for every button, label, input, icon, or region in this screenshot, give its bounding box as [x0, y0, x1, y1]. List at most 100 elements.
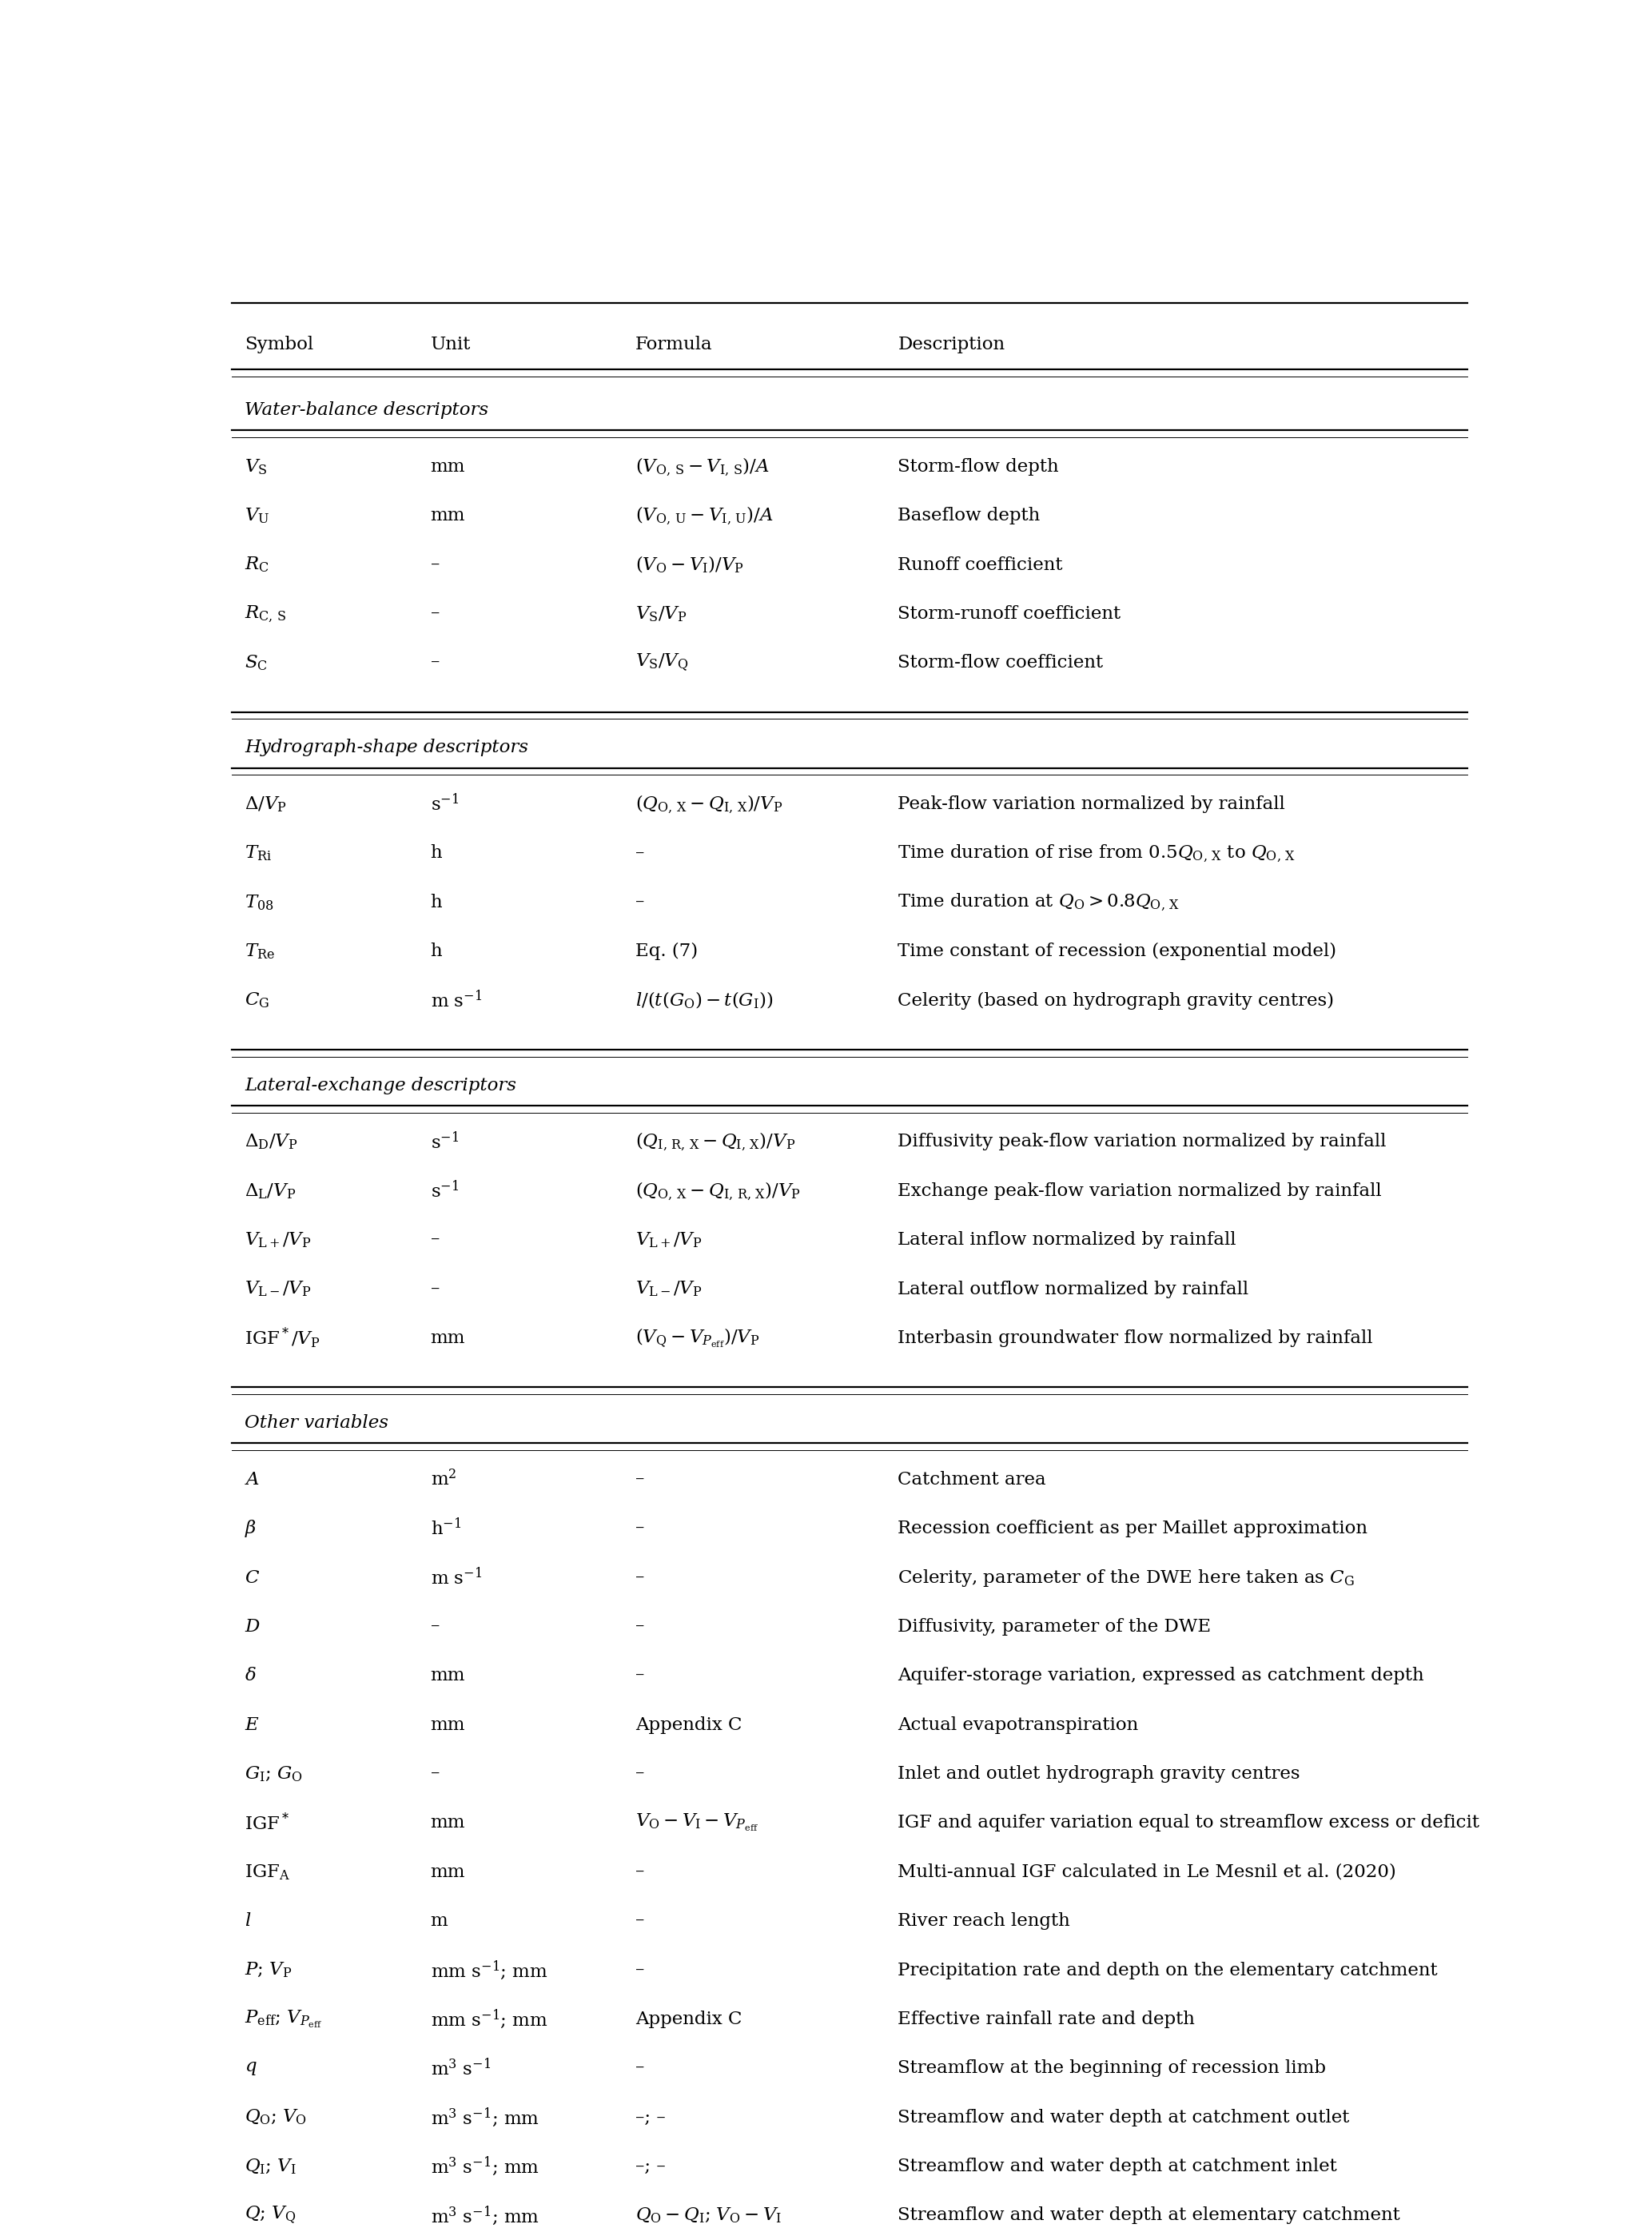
Text: mm: mm	[431, 1330, 466, 1346]
Text: –: –	[636, 1961, 644, 1979]
Text: –; –: –; –	[636, 2109, 666, 2126]
Text: m: m	[431, 1912, 448, 1930]
Text: $\Delta_\mathrm{L}/V_\mathrm{P}$: $\Delta_\mathrm{L}/V_\mathrm{P}$	[244, 1181, 296, 1201]
Text: Hydrograph-shape descriptors: Hydrograph-shape descriptors	[244, 740, 529, 756]
Text: $(V_{\mathrm{O,\,U}} - V_{\mathrm{I,\,U}})/A$: $(V_{\mathrm{O,\,U}} - V_{\mathrm{I,\,U}…	[636, 505, 773, 528]
Text: $E$: $E$	[244, 1715, 259, 1733]
Text: Celerity, parameter of the DWE here taken as $C_\mathrm{G}$: Celerity, parameter of the DWE here take…	[899, 1567, 1355, 1588]
Text: $V_\mathrm{O} - V_\mathrm{I} - V_{P_\mathrm{eff}}$: $V_\mathrm{O} - V_\mathrm{I} - V_{P_\mat…	[636, 1813, 758, 1834]
Text: Storm-flow depth: Storm-flow depth	[899, 458, 1059, 476]
Text: Storm-runoff coefficient: Storm-runoff coefficient	[899, 606, 1122, 622]
Text: s$^{-1}$: s$^{-1}$	[431, 1131, 459, 1152]
Text: –: –	[636, 894, 644, 912]
Text: Eq. (7): Eq. (7)	[636, 944, 697, 959]
Text: –: –	[636, 1619, 644, 1635]
Text: –: –	[636, 2059, 644, 2077]
Text: –: –	[431, 1281, 439, 1297]
Text: $l/(t(G_\mathrm{O}) - t(G_\mathrm{I}))$: $l/(t(G_\mathrm{O}) - t(G_\mathrm{I}))$	[636, 991, 773, 1011]
Text: $D$: $D$	[244, 1619, 261, 1635]
Text: $Q_\mathrm{I}$; $V_\mathrm{I}$: $Q_\mathrm{I}$; $V_\mathrm{I}$	[244, 2158, 297, 2176]
Text: $(V_\mathrm{Q} - V_{P_\mathrm{eff}})/V_\mathrm{P}$: $(V_\mathrm{Q} - V_{P_\mathrm{eff}})/V_\…	[636, 1326, 760, 1351]
Text: River reach length: River reach length	[899, 1912, 1070, 1930]
Text: m s$^{-1}$: m s$^{-1}$	[431, 1567, 482, 1588]
Text: $q$: $q$	[244, 2059, 258, 2077]
Text: $P_\mathrm{eff}$; $V_{P_\mathrm{eff}}$: $P_\mathrm{eff}$; $V_{P_\mathrm{eff}}$	[244, 2008, 322, 2030]
Text: $A$: $A$	[244, 1471, 259, 1489]
Text: –: –	[431, 1764, 439, 1782]
Text: Formula: Formula	[636, 335, 712, 353]
Text: m$^2$: m$^2$	[431, 1469, 456, 1489]
Text: $V_{\mathrm{L}+}/V_\mathrm{P}$: $V_{\mathrm{L}+}/V_\mathrm{P}$	[244, 1230, 312, 1250]
Text: m$^3$ s$^{-1}$; mm: m$^3$ s$^{-1}$; mm	[431, 2205, 539, 2227]
Text: $\mathrm{IGF}_\mathrm{A}$: $\mathrm{IGF}_\mathrm{A}$	[244, 1863, 291, 1880]
Text: Runoff coefficient: Runoff coefficient	[899, 557, 1062, 575]
Text: Inlet and outlet hydrograph gravity centres: Inlet and outlet hydrograph gravity cent…	[899, 1764, 1300, 1782]
Text: mm: mm	[431, 1813, 466, 1831]
Text: Catchment area: Catchment area	[899, 1471, 1046, 1489]
Text: –: –	[431, 1619, 439, 1635]
Text: Streamflow at the beginning of recession limb: Streamflow at the beginning of recession…	[899, 2059, 1327, 2077]
Text: $Q_\mathrm{O} - Q_\mathrm{I}$; $V_\mathrm{O} - V_\mathrm{I}$: $Q_\mathrm{O} - Q_\mathrm{I}$; $V_\mathr…	[636, 2207, 781, 2225]
Text: mm: mm	[431, 1668, 466, 1684]
Text: Recession coefficient as per Maillet approximation: Recession coefficient as per Maillet app…	[899, 1520, 1368, 1538]
Text: $P$; $V_\mathrm{P}$: $P$; $V_\mathrm{P}$	[244, 1961, 292, 1979]
Text: Unit: Unit	[431, 335, 471, 353]
Text: Water-balance descriptors: Water-balance descriptors	[244, 402, 489, 418]
Text: mm: mm	[431, 508, 466, 525]
Text: $R_{\mathrm{C,\,S}}$: $R_{\mathrm{C,\,S}}$	[244, 604, 287, 624]
Text: $V_{\mathrm{L}-}/V_\mathrm{P}$: $V_{\mathrm{L}-}/V_\mathrm{P}$	[636, 1279, 702, 1299]
Text: –: –	[636, 1520, 644, 1538]
Text: m$^3$ s$^{-1}$; mm: m$^3$ s$^{-1}$; mm	[431, 2106, 539, 2129]
Text: mm: mm	[431, 458, 466, 476]
Text: Time duration of rise from $0.5Q_{\mathrm{O,\,X}}$ to $Q_{\mathrm{O,\,X}}$: Time duration of rise from $0.5Q_{\mathr…	[899, 843, 1295, 863]
Text: m s$^{-1}$: m s$^{-1}$	[431, 991, 482, 1011]
Text: $(V_{\mathrm{O,\,S}} - V_{\mathrm{I,\,S}})/A$: $(V_{\mathrm{O,\,S}} - V_{\mathrm{I,\,S}…	[636, 456, 770, 479]
Text: –; –: –; –	[636, 2158, 666, 2176]
Text: Diffusivity peak-flow variation normalized by rainfall: Diffusivity peak-flow variation normaliz…	[899, 1134, 1386, 1152]
Text: Actual evapotranspiration: Actual evapotranspiration	[899, 1715, 1138, 1733]
Text: h: h	[431, 845, 443, 863]
Text: $T_\mathrm{Re}$: $T_\mathrm{Re}$	[244, 941, 276, 961]
Text: –: –	[636, 1570, 644, 1588]
Text: –: –	[636, 845, 644, 863]
Text: Time constant of recession (exponential model): Time constant of recession (exponential …	[899, 944, 1336, 959]
Text: Effective rainfall rate and depth: Effective rainfall rate and depth	[899, 2010, 1194, 2028]
Text: $Q_\mathrm{O}$; $V_\mathrm{O}$: $Q_\mathrm{O}$; $V_\mathrm{O}$	[244, 2109, 307, 2126]
Text: –: –	[636, 1668, 644, 1684]
Text: $\mathrm{IGF}^*/V_\mathrm{P}$: $\mathrm{IGF}^*/V_\mathrm{P}$	[244, 1326, 320, 1351]
Text: –: –	[636, 1764, 644, 1782]
Text: $(Q_{\mathrm{O,\,X}} - Q_{\mathrm{I,\,X}})/V_\mathrm{P}$: $(Q_{\mathrm{O,\,X}} - Q_{\mathrm{I,\,X}…	[636, 794, 783, 816]
Text: Description: Description	[899, 335, 1004, 353]
Text: $T_{08}$: $T_{08}$	[244, 892, 274, 912]
Text: Streamflow and water depth at elementary catchment: Streamflow and water depth at elementary…	[899, 2207, 1401, 2225]
Text: $V_\mathrm{U}$: $V_\mathrm{U}$	[244, 505, 269, 525]
Text: Streamflow and water depth at catchment outlet: Streamflow and water depth at catchment …	[899, 2109, 1350, 2126]
Text: h$^{-1}$: h$^{-1}$	[431, 1518, 461, 1538]
Text: –: –	[431, 1232, 439, 1250]
Text: $\mathrm{IGF}^*$: $\mathrm{IGF}^*$	[244, 1813, 289, 1834]
Text: $l$: $l$	[244, 1912, 251, 1930]
Text: mm s$^{-1}$; mm: mm s$^{-1}$; mm	[431, 1959, 548, 1981]
Text: $\Delta/V_\mathrm{P}$: $\Delta/V_\mathrm{P}$	[244, 794, 287, 814]
Text: $\Delta_\mathrm{D}/V_\mathrm{P}$: $\Delta_\mathrm{D}/V_\mathrm{P}$	[244, 1131, 297, 1152]
Text: Streamflow and water depth at catchment inlet: Streamflow and water depth at catchment …	[899, 2158, 1336, 2176]
Text: $C_\mathrm{G}$: $C_\mathrm{G}$	[244, 991, 269, 1011]
Text: –: –	[431, 557, 439, 575]
Text: $R_\mathrm{C}$: $R_\mathrm{C}$	[244, 555, 269, 575]
Text: $V_\mathrm{S}/V_\mathrm{Q}$: $V_\mathrm{S}/V_\mathrm{Q}$	[636, 653, 689, 673]
Text: $(Q_{\mathrm{O,\,X}} - Q_{\mathrm{I,\,R,\,X}})/V_\mathrm{P}$: $(Q_{\mathrm{O,\,X}} - Q_{\mathrm{I,\,R,…	[636, 1181, 801, 1203]
Text: Lateral inflow normalized by rainfall: Lateral inflow normalized by rainfall	[899, 1232, 1236, 1250]
Text: Aquifer-storage variation, expressed as catchment depth: Aquifer-storage variation, expressed as …	[899, 1668, 1424, 1684]
Text: $Q$; $V_\mathrm{Q}$: $Q$; $V_\mathrm{Q}$	[244, 2205, 296, 2227]
Text: –: –	[431, 606, 439, 622]
Text: $V_\mathrm{S}$: $V_\mathrm{S}$	[244, 456, 268, 476]
Text: Diffusivity, parameter of the DWE: Diffusivity, parameter of the DWE	[899, 1619, 1211, 1635]
Text: IGF and aquifer variation equal to streamflow excess or deficit: IGF and aquifer variation equal to strea…	[899, 1813, 1480, 1831]
Text: h: h	[431, 894, 443, 912]
Text: $C$: $C$	[244, 1570, 259, 1588]
Text: $\delta$: $\delta$	[244, 1668, 256, 1684]
Text: $S_\mathrm{C}$: $S_\mathrm{C}$	[244, 653, 268, 673]
Text: $\beta$: $\beta$	[244, 1518, 258, 1538]
Text: Lateral outflow normalized by rainfall: Lateral outflow normalized by rainfall	[899, 1281, 1249, 1297]
Text: Symbol: Symbol	[244, 335, 314, 353]
